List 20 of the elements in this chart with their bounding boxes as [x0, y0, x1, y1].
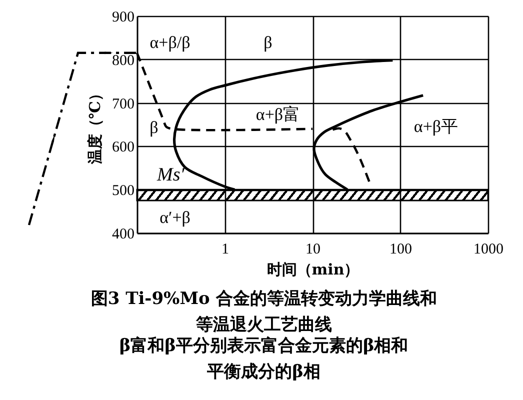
y-tick-label: 600: [112, 140, 134, 156]
y-tick-label: 800: [112, 52, 134, 69]
y-axis-title: 温度（℃）: [86, 86, 104, 165]
y-tick-label: 900: [112, 10, 134, 26]
text: β富和β平分别表示富合金元素的β相和平衡成分的β相: [119, 336, 408, 382]
x-tick-label: 1: [222, 242, 229, 258]
x-tick-label: 10: [306, 242, 320, 258]
annotation: α+β富: [256, 105, 300, 124]
y-tick-label: 500: [112, 183, 134, 200]
annotation: α+β/β: [150, 33, 190, 52]
annotation: α′+β: [160, 208, 190, 227]
x-axis-title: 时间（min）: [266, 260, 360, 278]
x-tick-label: 1000: [474, 242, 504, 258]
y-tick-label: 700: [112, 96, 134, 112]
y-tick-label: 400: [112, 226, 134, 242]
annotation: α+β平: [414, 117, 458, 136]
band-label: Ms′: [156, 164, 186, 186]
x-tick-label: 100: [390, 242, 412, 258]
annotation: β: [150, 118, 158, 137]
annotation: β: [264, 33, 272, 52]
